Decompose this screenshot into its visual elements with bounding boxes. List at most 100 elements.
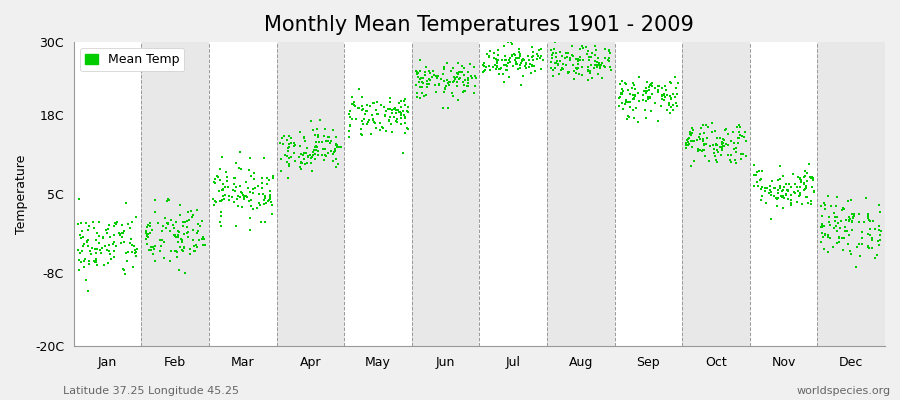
Point: [216, 186, 230, 193]
Point: [319, 153, 333, 160]
Point: [183, 245, 197, 252]
Point: [796, 174, 811, 180]
Point: [591, 70, 606, 77]
Point: [639, 90, 653, 96]
Point: [860, 231, 875, 238]
Point: [533, 55, 547, 62]
Point: [590, 64, 604, 70]
Point: [721, 130, 735, 137]
Point: [446, 65, 460, 71]
Point: [621, 112, 635, 119]
Point: [519, 64, 534, 71]
Point: [511, 66, 526, 72]
Point: [218, 184, 232, 190]
Point: [106, 232, 121, 238]
Point: [868, 254, 883, 261]
Point: [491, 52, 506, 59]
Point: [230, 192, 245, 199]
Point: [845, 227, 859, 234]
Point: [698, 152, 712, 159]
Point: [265, 210, 279, 217]
Point: [626, 80, 641, 86]
Point: [589, 47, 603, 54]
Point: [814, 220, 829, 227]
Point: [827, 225, 842, 231]
Point: [428, 89, 443, 95]
Point: [597, 62, 611, 69]
Point: [482, 63, 496, 69]
Point: [828, 203, 842, 210]
Point: [651, 82, 665, 89]
Point: [795, 201, 809, 207]
Point: [711, 149, 725, 156]
Point: [800, 200, 814, 206]
Point: [692, 133, 706, 140]
Point: [491, 47, 506, 54]
Point: [196, 242, 211, 249]
Point: [556, 66, 571, 72]
Point: [282, 155, 296, 161]
Point: [697, 147, 711, 154]
Point: [664, 79, 679, 86]
Point: [514, 60, 528, 66]
Point: [487, 50, 501, 56]
Point: [79, 237, 94, 244]
Point: [730, 124, 744, 130]
Point: [227, 199, 241, 205]
Point: [784, 192, 798, 198]
Point: [421, 81, 436, 87]
Bar: [141, 42, 209, 346]
Point: [106, 223, 121, 229]
Point: [737, 134, 751, 140]
Point: [780, 187, 795, 193]
Point: [401, 109, 416, 115]
Point: [775, 188, 789, 194]
Point: [644, 93, 658, 100]
Point: [192, 237, 206, 244]
Point: [70, 220, 85, 227]
Point: [143, 244, 157, 250]
Point: [558, 55, 572, 62]
Point: [528, 68, 543, 74]
Point: [358, 108, 373, 114]
Point: [548, 50, 562, 56]
Point: [382, 99, 397, 105]
Point: [467, 64, 482, 70]
Point: [544, 65, 558, 71]
Point: [652, 82, 666, 89]
Point: [564, 43, 579, 49]
Point: [736, 151, 751, 158]
Point: [71, 247, 86, 254]
Point: [174, 236, 188, 242]
Point: [298, 138, 312, 144]
Point: [438, 84, 453, 91]
Point: [163, 258, 177, 265]
Point: [655, 85, 670, 92]
Point: [441, 105, 455, 111]
Point: [612, 94, 626, 100]
Point: [476, 62, 491, 68]
Point: [171, 239, 185, 245]
Point: [727, 157, 742, 163]
Point: [367, 118, 382, 125]
Point: [78, 220, 93, 226]
Point: [799, 183, 814, 189]
Point: [852, 241, 867, 247]
Point: [555, 61, 570, 67]
Point: [767, 193, 781, 199]
Point: [172, 229, 186, 235]
Point: [416, 75, 430, 81]
Point: [549, 60, 563, 67]
Point: [451, 97, 465, 103]
Point: [863, 218, 878, 224]
Point: [555, 53, 570, 60]
Point: [477, 68, 491, 74]
Point: [517, 56, 531, 63]
Point: [697, 146, 711, 153]
Point: [180, 224, 194, 230]
Point: [798, 185, 813, 192]
Point: [714, 152, 728, 158]
Point: [592, 60, 607, 66]
Point: [358, 110, 373, 117]
Point: [360, 121, 374, 128]
